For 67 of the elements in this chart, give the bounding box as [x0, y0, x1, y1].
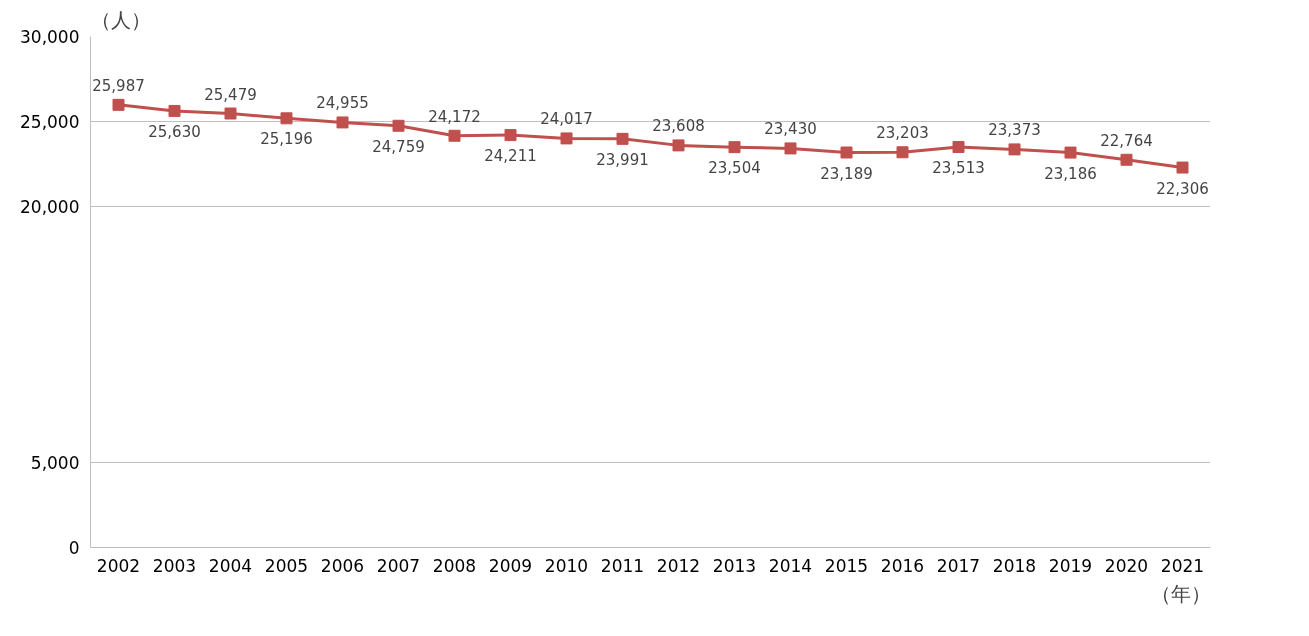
- point: [224, 107, 237, 120]
- point: [336, 116, 349, 129]
- x-tick-label: 2002: [96, 555, 141, 576]
- y-axis-title: （人）: [90, 7, 151, 32]
- x-tick-label: 2005: [264, 555, 309, 576]
- point: [504, 129, 517, 142]
- y-tick-label: 20,000: [20, 197, 80, 218]
- point: [1064, 146, 1077, 159]
- x-tick-label: 2009: [488, 555, 533, 576]
- x-tick-label: 2003: [152, 555, 197, 576]
- y-tick-label: 30,000: [20, 27, 80, 47]
- point: [672, 139, 685, 152]
- data-label: 24,955: [316, 94, 369, 113]
- data-label: 24,759: [372, 137, 425, 156]
- data-label: 23,186: [1044, 164, 1097, 183]
- point: [1176, 161, 1189, 174]
- data-label: 23,373: [988, 121, 1041, 140]
- point: [616, 132, 629, 145]
- data-label: 25,196: [260, 130, 313, 149]
- data-label: 25,987: [92, 76, 145, 95]
- x-tick-label: 2012: [656, 555, 701, 576]
- data-label: 22,764: [1100, 131, 1153, 150]
- point: [840, 146, 853, 159]
- x-tick-label: 2017: [936, 555, 981, 576]
- x-axis-title: （年）: [1150, 581, 1211, 606]
- data-label: 22,306: [1156, 179, 1209, 198]
- data-label: 23,608: [652, 117, 705, 136]
- point: [112, 98, 125, 111]
- x-tick-label: 2021: [1160, 555, 1205, 576]
- point: [448, 129, 461, 142]
- x-tick-label: 2008: [432, 555, 477, 576]
- point: [896, 146, 909, 159]
- x-tick-label: 2013: [712, 555, 757, 576]
- point: [1120, 153, 1133, 166]
- point: [168, 104, 181, 117]
- x-tick-label: 2011: [600, 555, 645, 576]
- point: [952, 141, 965, 153]
- x-tick-label: 2004: [208, 555, 253, 576]
- x-tick-label: 2020: [1104, 555, 1149, 576]
- data-label: 25,479: [204, 85, 257, 104]
- point: [784, 142, 797, 155]
- point: [1008, 143, 1021, 156]
- data-label: 25,630: [148, 122, 201, 141]
- x-tick-label: 2015: [824, 555, 869, 576]
- x-tick-label: 2019: [1048, 555, 1093, 576]
- y-tick-label: 5,000: [30, 452, 80, 473]
- data-label: 23,513: [932, 159, 985, 177]
- data-label: 24,017: [540, 110, 593, 129]
- point: [560, 132, 573, 145]
- y-tick-label: 0: [68, 538, 80, 558]
- data-label: 23,203: [876, 124, 929, 143]
- data-label: 24,211: [484, 147, 537, 166]
- y-tick-label: 25,000: [20, 112, 80, 133]
- data-label: 23,991: [596, 150, 649, 169]
- x-tick-label: 2010: [544, 555, 589, 576]
- x-tick-label: 2018: [992, 555, 1037, 576]
- data-label: 23,504: [708, 159, 761, 178]
- x-tick-label: 2016: [880, 555, 925, 576]
- data-label: 23,430: [764, 120, 817, 139]
- x-tick-label: 2007: [376, 555, 421, 576]
- data-label: 23,189: [820, 164, 873, 183]
- point: [280, 112, 293, 125]
- x-tick-label: 2006: [320, 555, 365, 576]
- x-tick-label: 2014: [768, 555, 813, 576]
- point: [392, 119, 405, 132]
- data-label: 24,172: [428, 107, 481, 126]
- point: [728, 141, 741, 154]
